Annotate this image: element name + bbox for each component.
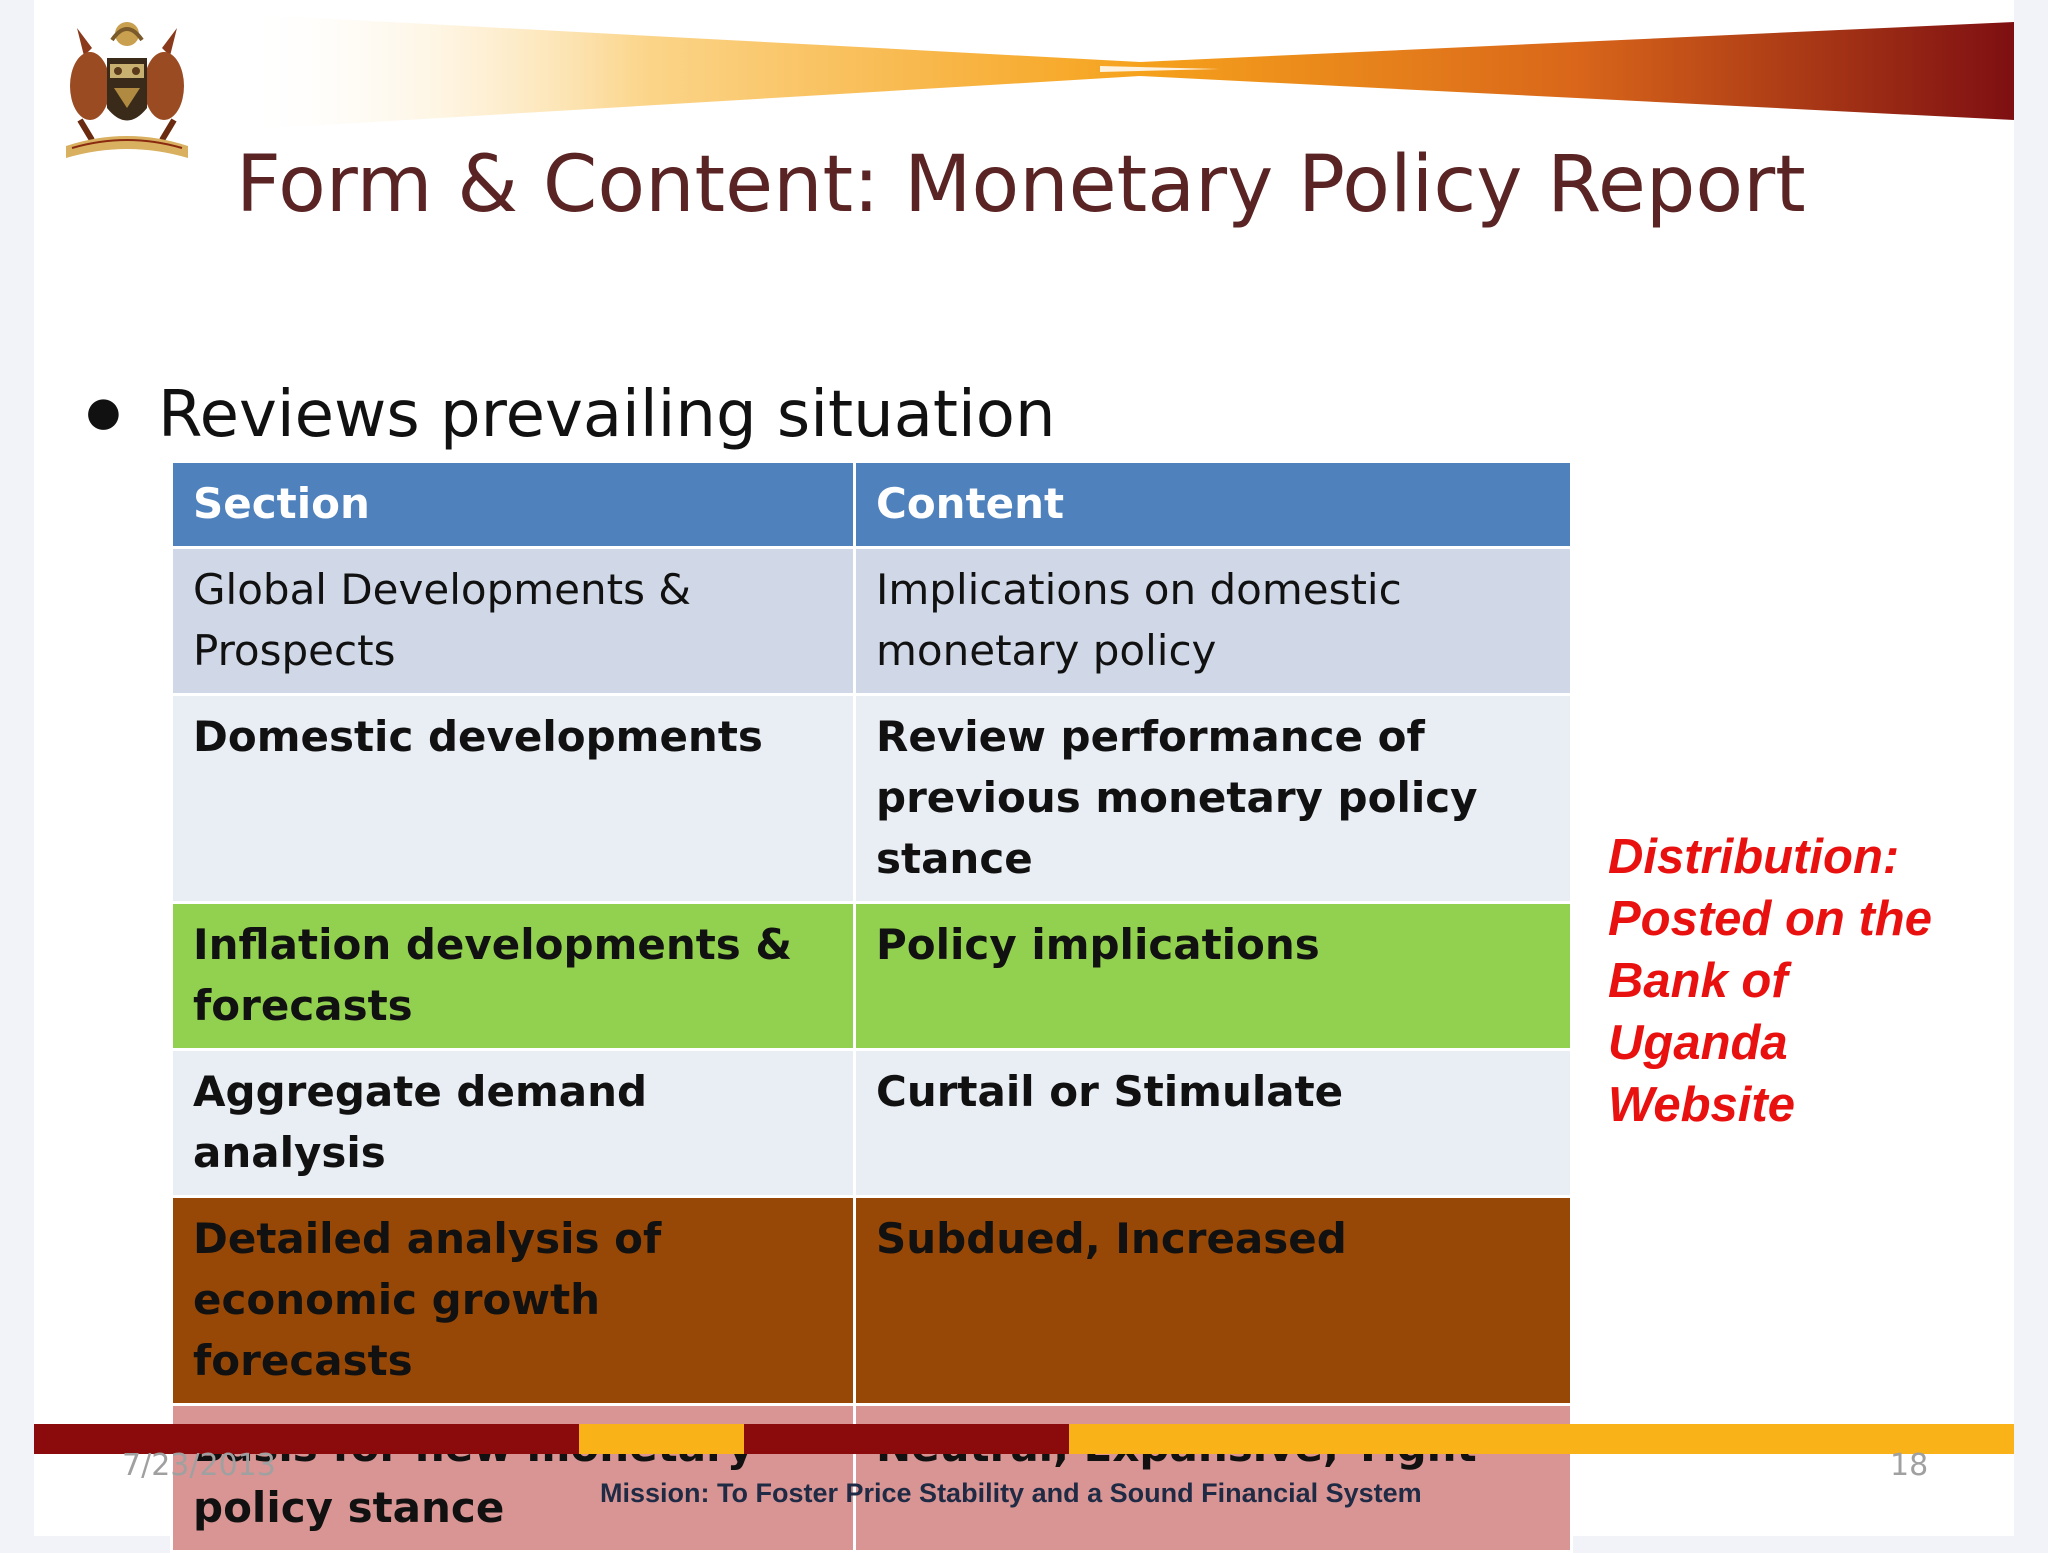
bullet-point: ● Reviews prevailing situation — [86, 378, 1056, 452]
cell-content: Policy implications — [853, 901, 1573, 1051]
table-row: Domestic developments Review performance… — [170, 693, 1573, 904]
coat-of-arms-logo — [66, 22, 188, 158]
slide-title: Form & Content: Monetary Policy Report — [236, 140, 1806, 230]
cell-section: Aggregate demand analysis — [170, 1048, 856, 1198]
report-table: Section Content Global Developments & Pr… — [170, 460, 1573, 1553]
table-row: Aggregate demand analysis Curtail or Sti… — [170, 1048, 1573, 1198]
header-section: Section — [170, 460, 856, 549]
table-header-row: Section Content — [170, 460, 1573, 549]
header-content: Content — [853, 460, 1573, 549]
cell-content: Subdued, Increased — [853, 1195, 1573, 1406]
cell-section: Global Developments & Prospects — [170, 546, 856, 696]
table-row: Detailed analysis of economic growth for… — [170, 1195, 1573, 1406]
slide-date: 7/23/2013 — [122, 1448, 276, 1483]
cell-content: Curtail or Stimulate — [853, 1048, 1573, 1198]
cell-section: Inflation developments & forecasts — [170, 901, 856, 1051]
mission-statement: Mission: To Foster Price Stability and a… — [600, 1478, 1422, 1508]
table-row: Global Developments & Prospects Implicat… — [170, 546, 1573, 696]
decorative-top-band — [240, 14, 2014, 130]
distribution-note: Distribution: Posted on the Bank of Ugan… — [1608, 830, 1932, 1132]
bullet-icon: ● — [86, 389, 121, 436]
cell-section: Domestic developments — [170, 693, 856, 904]
cell-content: Implications on domestic monetary policy — [853, 546, 1573, 696]
bullet-text: Reviews prevailing situation — [158, 378, 1056, 452]
page-number: 18 — [1890, 1448, 1929, 1483]
cell-content: Review performance of previous monetary … — [853, 693, 1573, 904]
decorative-footer-band — [34, 1424, 2014, 1454]
table-row: Inflation developments & forecasts Polic… — [170, 901, 1573, 1051]
cell-section: Detailed analysis of economic growth for… — [170, 1195, 856, 1406]
